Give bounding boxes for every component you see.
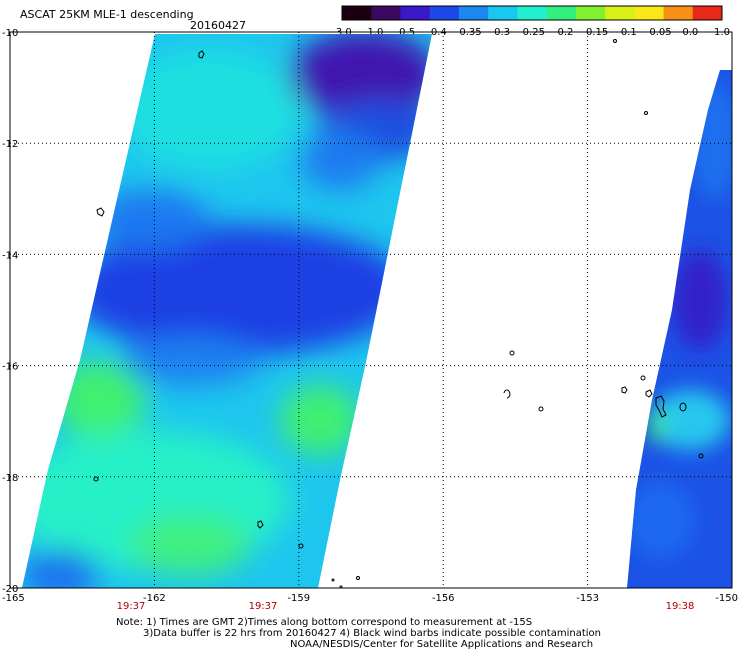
- note-line-3: NOAA/NESDIS/Center for Satellite Applica…: [290, 639, 594, 650]
- latitude-tick-label: -18: [2, 473, 18, 484]
- region-blue-center: [120, 335, 260, 385]
- western-swath: [22, 34, 432, 588]
- colorbar-segment: [429, 6, 460, 20]
- island-outline: [503, 389, 511, 399]
- region-blue-south: [22, 550, 100, 588]
- latitude-tick-label: -10: [2, 28, 18, 39]
- note-line-1: Note: 1) Times are GMT 2)Times along bot…: [116, 617, 533, 628]
- colorbar-segment: [342, 6, 372, 20]
- island-outline: [655, 395, 667, 418]
- colorbar-segment: [546, 6, 577, 20]
- longitude-tick-label: -150: [715, 593, 738, 604]
- island-outline: [298, 543, 304, 549]
- time-label: 19:37: [117, 601, 146, 612]
- longitude-tick-label: -162: [143, 593, 166, 604]
- longitude-tick-label: -156: [432, 593, 455, 604]
- colorbar-segment: [517, 6, 548, 20]
- region-purple-east: [672, 250, 728, 350]
- region-green-east: [280, 385, 360, 455]
- note-line-2: 3)Data buffer is 22 hrs from 20160427 4)…: [143, 628, 601, 639]
- colorbar: -3.0 -1.0 -0.5 -0.4 -0.35 -0.3 -0.25 -0.2 -0.15-…: [332, 5, 730, 38]
- island-outline: [613, 39, 617, 43]
- island-outline: [93, 476, 99, 482]
- islands: [93, 39, 704, 589]
- island-outline: [538, 406, 544, 412]
- latitude-tick-label: -14: [2, 250, 18, 261]
- latitude-tick-label: -20: [2, 584, 18, 595]
- island-outline: [698, 453, 704, 459]
- colorbar-segment: [663, 6, 694, 20]
- latitude-tick-label: -16: [2, 362, 18, 373]
- island-outline: [509, 350, 515, 356]
- colorbar-segment: [605, 6, 635, 20]
- region-green-west: [55, 360, 145, 440]
- colorbar-segment: [692, 6, 723, 20]
- time-label: 19:38: [666, 601, 695, 612]
- region-blue-mid-2: [90, 190, 210, 250]
- region-cyan-north: [120, 50, 300, 170]
- region-blue-mid: [70, 225, 410, 355]
- island-outline: [644, 111, 648, 115]
- colorbar-segment: [371, 6, 401, 20]
- island-outline: [257, 520, 264, 529]
- gridlines: [10, 32, 732, 588]
- island-outline: [679, 402, 687, 412]
- longitude-tick-label: -159: [287, 593, 310, 604]
- island-outline: [640, 375, 646, 381]
- region-green-south: [130, 515, 250, 575]
- island-outline: [356, 576, 360, 580]
- latitude-labels: -10 -12 -14 -16 -18 -20: [2, 28, 18, 595]
- colorbar-segment: [634, 6, 665, 20]
- map-date: 20160427: [190, 19, 246, 32]
- colorbar-segment: [488, 6, 518, 20]
- colorbar-frame: [341, 5, 723, 21]
- time-label: 19:37: [249, 601, 278, 612]
- region-green-east-edge: [648, 407, 664, 443]
- latitude-tick-label: -12: [2, 139, 18, 150]
- plot-frame: [9, 31, 733, 589]
- eastern-swath: [627, 70, 732, 588]
- colorbar-segment: [575, 6, 606, 20]
- longitude-tick-label: -165: [2, 593, 25, 604]
- region-lightblue-south: [627, 480, 695, 560]
- time-labels: 19:37 19:37 19:38: [117, 601, 695, 612]
- map-title: ASCAT 25KM MLE-1 descending: [20, 8, 194, 21]
- island-outline: [621, 386, 628, 394]
- region-deep-blue-north: [290, 34, 432, 120]
- island-outline: [645, 389, 653, 398]
- longitude-labels: -165 -162 -159 -156 -153 -150: [2, 593, 738, 604]
- colorbar-segment: [400, 6, 431, 20]
- region-cyan-east: [650, 390, 730, 450]
- longitude-tick-label: -153: [576, 593, 599, 604]
- island-outline: [331, 578, 335, 582]
- region-blue-upper: [300, 130, 380, 190]
- island-outline: [198, 50, 205, 59]
- colorbar-segment: [458, 6, 489, 20]
- island-outline: [96, 207, 105, 217]
